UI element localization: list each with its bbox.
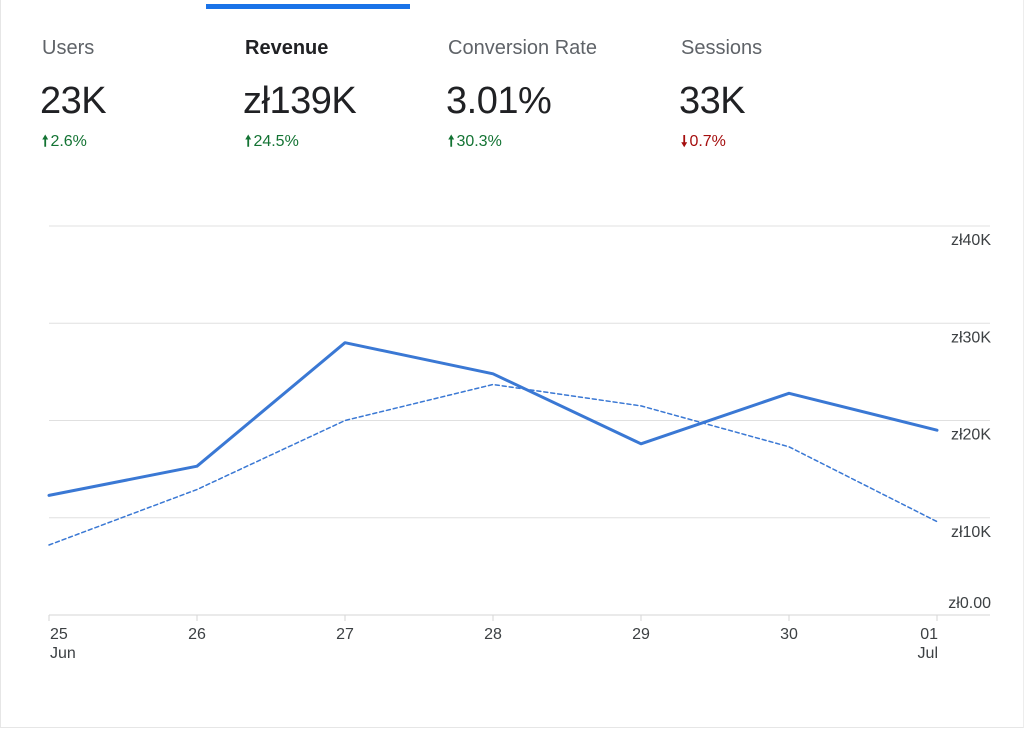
selected-tab-indicator	[206, 4, 410, 9]
y-tick-label: zł10K	[951, 524, 991, 541]
current-series-line	[47, 341, 939, 497]
metric-label: Revenue	[245, 37, 329, 59]
arrow-up-icon: 🠕	[448, 133, 455, 150]
x-tick-label: 27	[336, 626, 354, 643]
metric-change-value: 30.3%	[456, 133, 502, 150]
metric-change-value: 2.6%	[50, 133, 87, 150]
metric-value: 3.01%	[446, 80, 552, 122]
metric-tab-sessions[interactable]: Sessions 33K 🠗 0.7%	[679, 0, 885, 160]
metric-value: 33K	[679, 80, 746, 122]
metric-label: Sessions	[681, 37, 763, 59]
x-tick-label: 28	[484, 626, 502, 643]
arrow-up-icon: 🠕	[245, 133, 252, 150]
y-tick-label: zł20K	[951, 427, 991, 444]
x-tick-sublabel: Jun	[50, 645, 76, 662]
metric-change: 🠕 24.5%	[245, 131, 299, 156]
y-tick-label: zł40K	[951, 232, 991, 249]
x-tick-label: 26	[188, 626, 206, 643]
metric-change-value: 24.5%	[253, 133, 299, 150]
x-tick-label: 01	[920, 626, 938, 643]
x-tick-label: 25	[50, 626, 68, 643]
metric-change: 🠕 2.6%	[42, 131, 87, 156]
metric-tab-revenue[interactable]: Revenue zł139K 🠕 24.5%	[206, 0, 410, 160]
comparison-series-line	[48, 383, 938, 546]
x-tick-label: 29	[632, 626, 650, 643]
metric-label: Users	[42, 37, 95, 59]
metric-change: 🠕 30.3%	[448, 131, 502, 156]
metric-value: 23K	[40, 80, 107, 122]
arrow-down-icon: 🠗	[681, 133, 688, 150]
metric-change: 🠗 0.7%	[681, 131, 726, 156]
x-tick-sublabel: Jul	[918, 645, 938, 662]
metric-label: Conversion Rate	[448, 37, 597, 59]
metric-tabs: Users 23K 🠕 2.6% Revenue zł139K 🠕 24.5% Co…	[0, 0, 1024, 160]
arrow-up-icon: 🠕	[42, 133, 49, 150]
metric-change-value: 0.7%	[689, 133, 726, 150]
y-tick-label: zł0.00	[948, 595, 991, 612]
metric-tab-conversion-rate[interactable]: Conversion Rate 3.01% 🠕 30.3%	[446, 0, 652, 160]
metric-value: zł139K	[243, 80, 357, 122]
metric-tab-users[interactable]: Users 23K 🠕 2.6%	[40, 0, 246, 160]
y-tick-label: zł30K	[951, 329, 991, 346]
x-tick-label: 30	[780, 626, 798, 643]
